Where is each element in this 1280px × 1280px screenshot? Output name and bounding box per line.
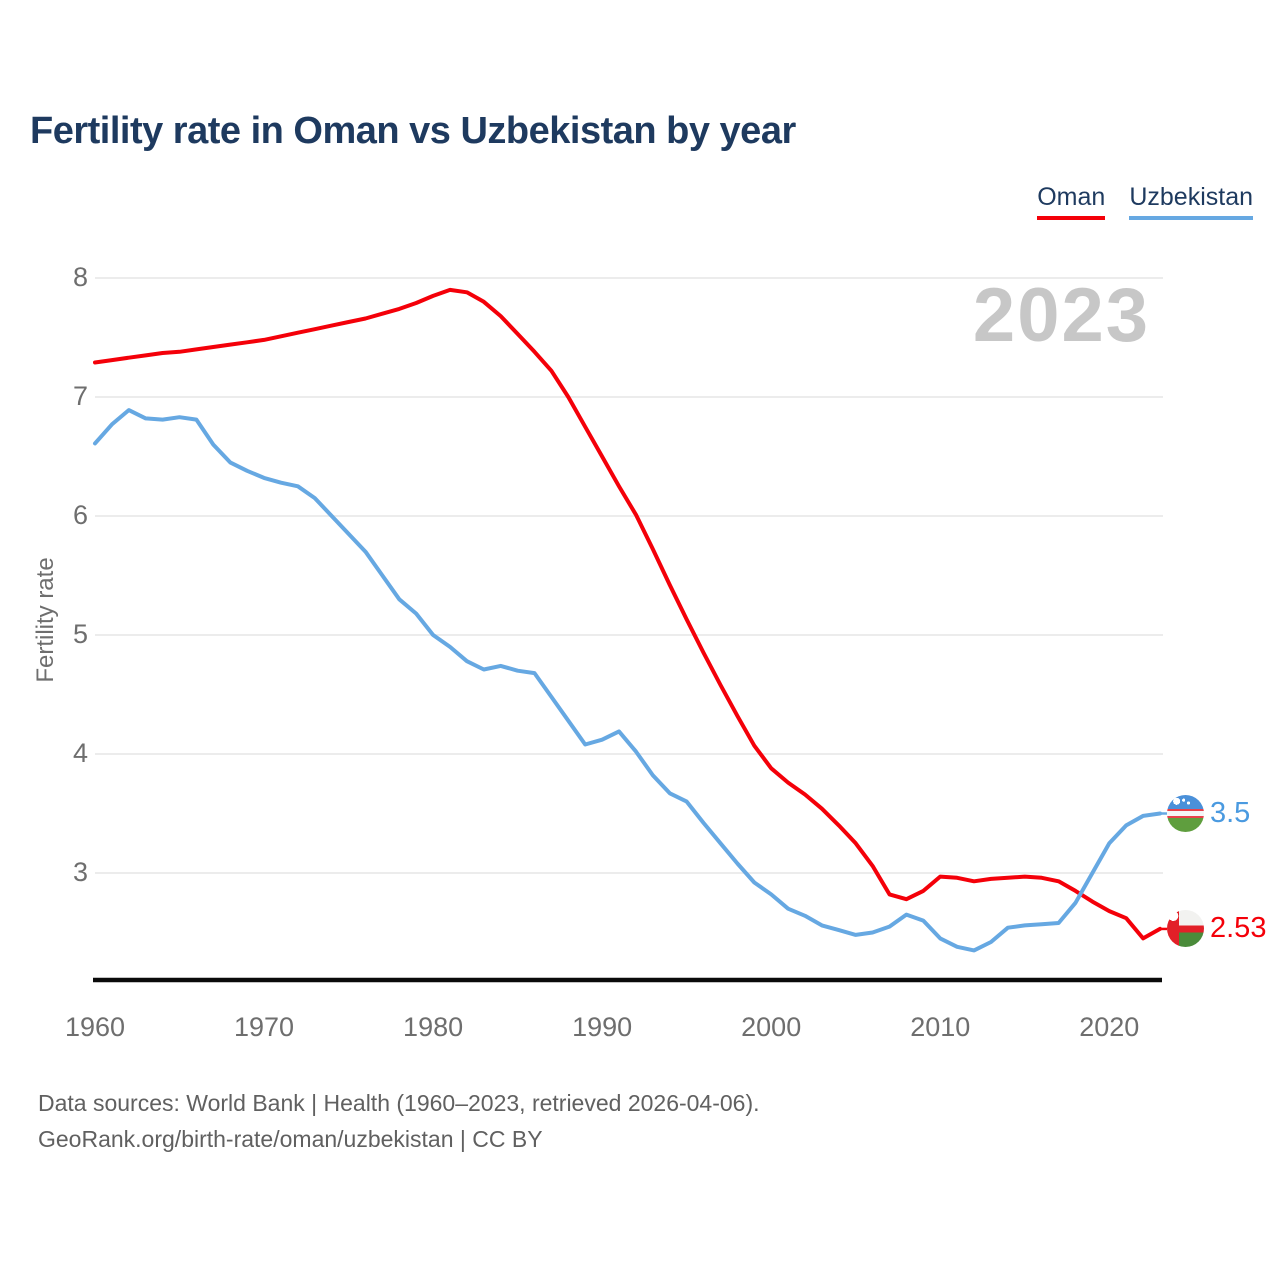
footer-source-line: Data sources: World Bank | Health (1960–… bbox=[38, 1090, 760, 1116]
legend: Oman Uzbekistan bbox=[1037, 183, 1253, 220]
y-tick-label: 7 bbox=[72, 381, 88, 411]
x-tick-label: 2000 bbox=[741, 1012, 802, 1042]
x-tick-label: 1970 bbox=[234, 1012, 295, 1042]
x-tick-label: 1980 bbox=[403, 1012, 464, 1042]
footer: Data sources: World Bank | Health (1960–… bbox=[38, 1085, 760, 1158]
uzbekistan-flag-icon bbox=[1167, 795, 1204, 832]
uzbekistan-end-value: 3.5 bbox=[1210, 796, 1251, 829]
y-tick-label: 8 bbox=[72, 262, 88, 292]
x-tick-label: 1960 bbox=[64, 1012, 126, 1042]
legend-label-oman: Oman bbox=[1037, 183, 1106, 211]
y-tick-label: 6 bbox=[72, 500, 88, 530]
legend-item-oman[interactable]: Oman bbox=[1037, 183, 1106, 220]
x-tick-label: 1990 bbox=[572, 1012, 633, 1042]
footer-license-line: GeoRank.org/birth-rate/oman/uzbekistan |… bbox=[38, 1126, 543, 1153]
x-tick-label: 2010 bbox=[910, 1012, 971, 1042]
oman-end-value: 2.53 bbox=[1210, 911, 1267, 944]
legend-label-uzbekistan: Uzbekistan bbox=[1129, 183, 1253, 211]
year-watermark: 2023 bbox=[972, 273, 1150, 358]
oman-flag-icon bbox=[1167, 910, 1204, 948]
y-tick-label: 4 bbox=[72, 738, 88, 768]
series-line-oman bbox=[93, 287, 1162, 941]
legend-underline-oman bbox=[1037, 216, 1106, 220]
legend-item-uzbekistan[interactable]: Uzbekistan bbox=[1129, 183, 1253, 220]
y-tick-label: 3 bbox=[72, 857, 88, 887]
y-tick-label: 5 bbox=[72, 619, 88, 649]
legend-underline-uzbekistan bbox=[1129, 216, 1253, 220]
x-tick-label: 2020 bbox=[1079, 1012, 1140, 1042]
chart-title: Fertility rate in Oman vs Uzbekistan by … bbox=[30, 110, 796, 152]
series-line-uzbekistan bbox=[93, 408, 1162, 953]
